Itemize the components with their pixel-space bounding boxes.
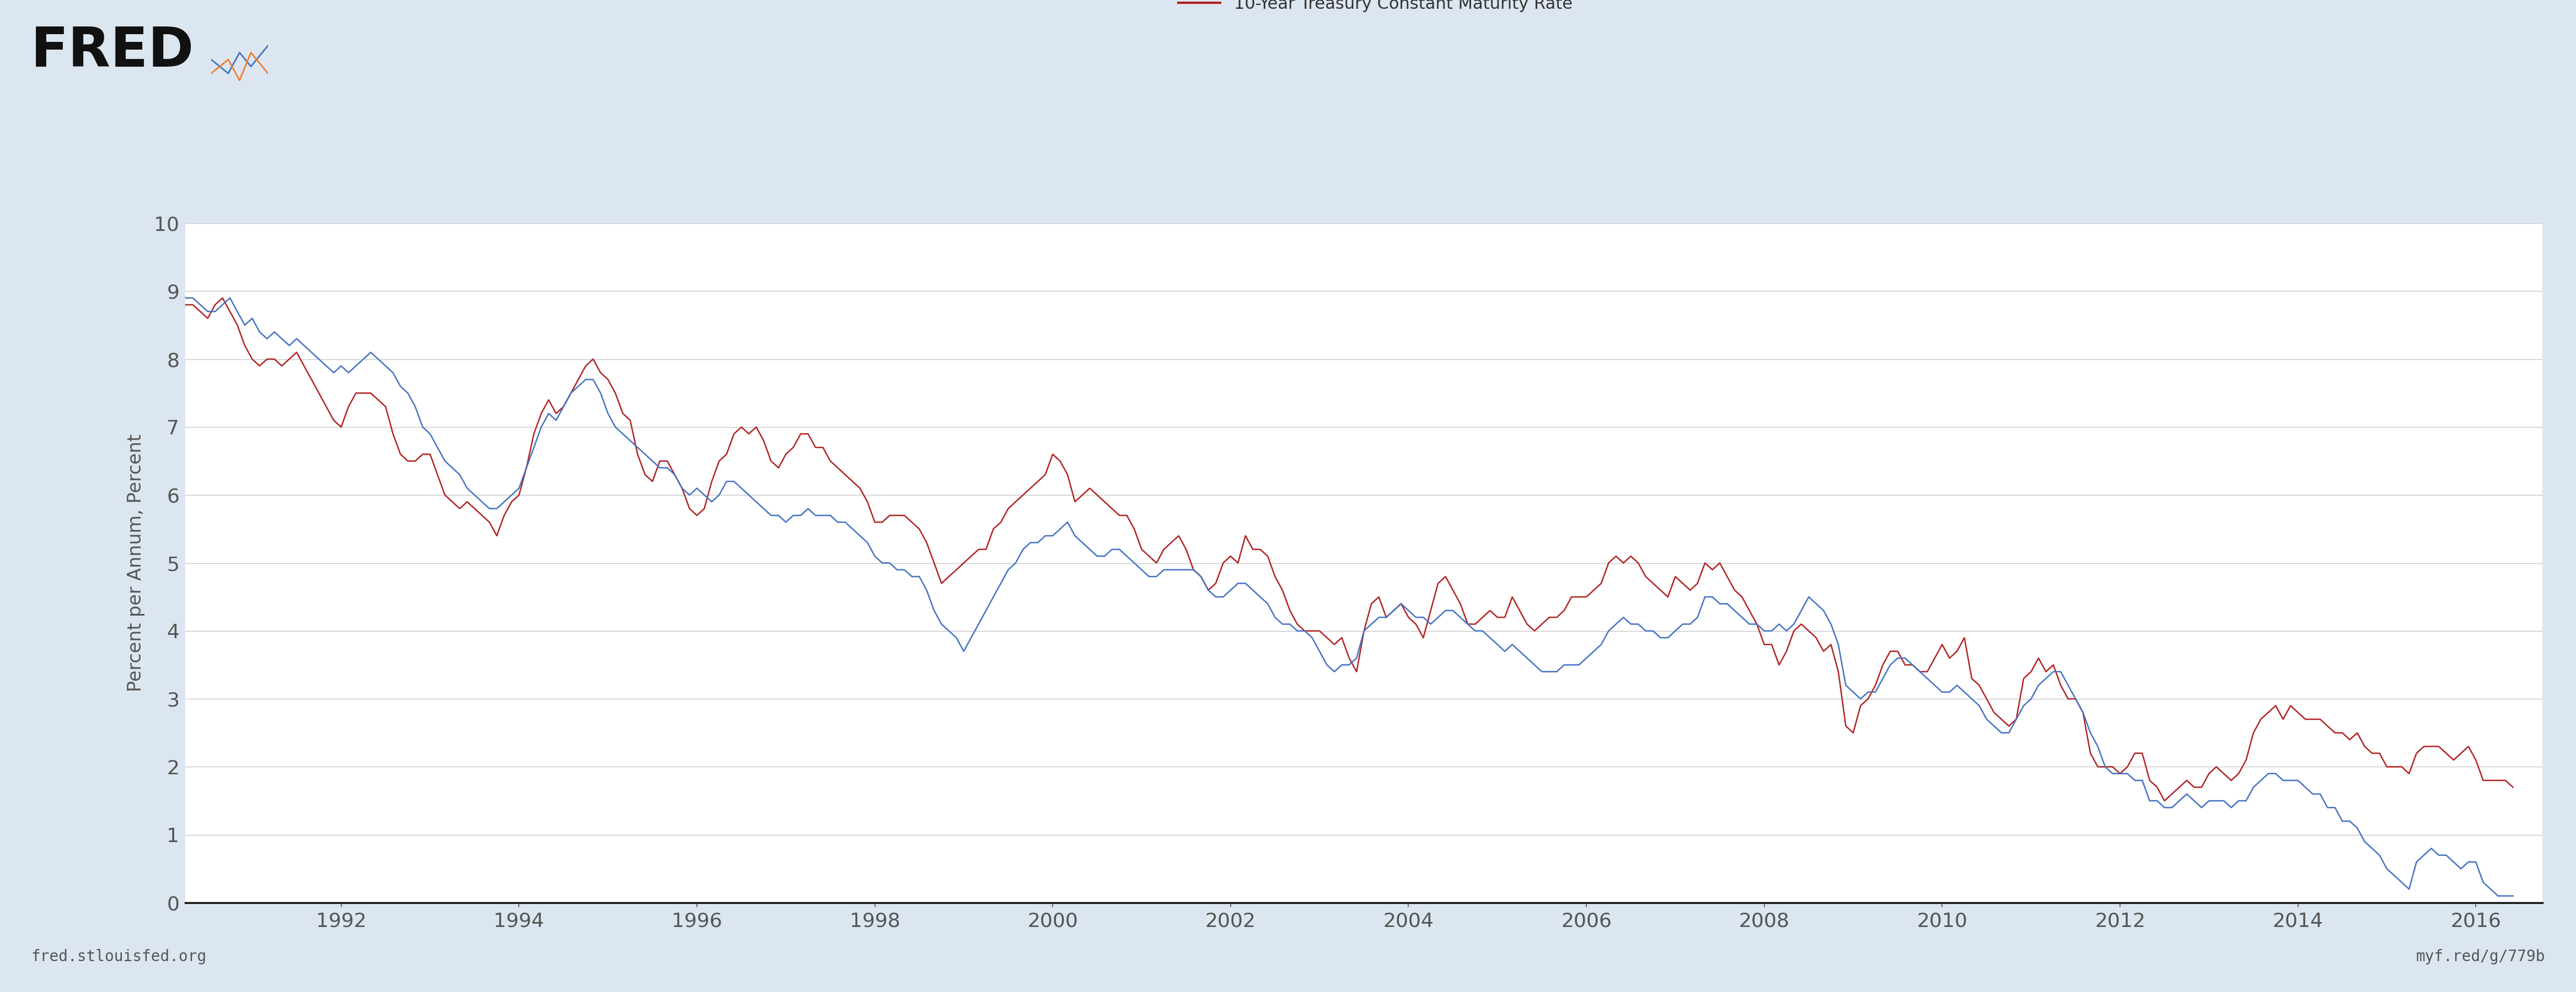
- Y-axis label: Percent per Annum, Percent: Percent per Annum, Percent: [126, 434, 144, 691]
- Legend: Interest Rates, Government Securities, Government Bonds for Germany©, 10-Year Tr: Interest Rates, Government Securities, G…: [1177, 0, 1857, 12]
- Text: fred.stlouisfed.org: fred.stlouisfed.org: [31, 948, 206, 964]
- Text: myf.red/g/779b: myf.red/g/779b: [2416, 948, 2545, 964]
- Text: FRED: FRED: [31, 25, 193, 78]
